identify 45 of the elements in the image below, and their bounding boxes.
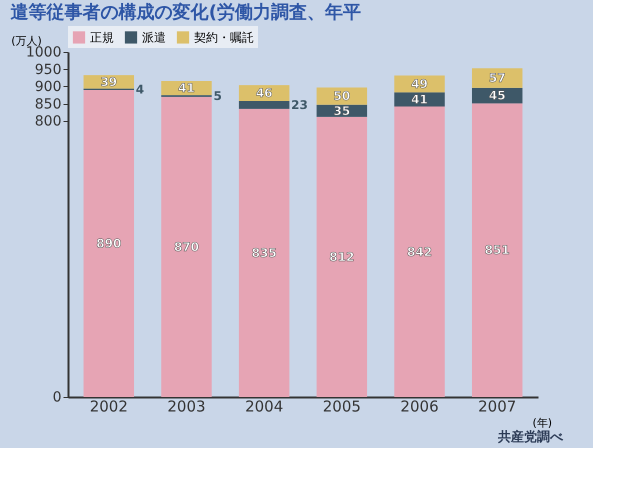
bar bbox=[238, 108, 290, 397]
bar bbox=[316, 116, 368, 397]
chart-title: 遣等従事者の構成の変化(労働力調査、年平 bbox=[10, 2, 361, 23]
y-tick-label: 1000 bbox=[26, 44, 62, 60]
x-tick-label: 2004 bbox=[245, 398, 284, 416]
x-axis-title: (年) bbox=[532, 416, 552, 430]
data-label: 45 bbox=[488, 88, 506, 103]
data-label: 5 bbox=[213, 88, 222, 103]
data-label: 41 bbox=[411, 92, 428, 106]
y-tick-label: 850 bbox=[34, 96, 62, 112]
data-label: 835 bbox=[252, 246, 277, 260]
data-label: 50 bbox=[333, 89, 350, 104]
x-tick-label: 2006 bbox=[400, 398, 439, 416]
bar bbox=[84, 90, 134, 397]
data-label: 812 bbox=[329, 250, 354, 264]
bar bbox=[394, 106, 445, 397]
y-tick-label: 900 bbox=[34, 79, 62, 95]
x-tick-label: 2007 bbox=[478, 398, 516, 416]
y-tick-label: 800 bbox=[34, 114, 62, 130]
data-label: 842 bbox=[407, 244, 432, 259]
y-axis-title: (万人) bbox=[11, 34, 42, 48]
data-label: 23 bbox=[291, 98, 308, 112]
y-tick-label: 0 bbox=[52, 390, 62, 406]
text: 共産党調べ bbox=[497, 429, 564, 445]
x-tick-label: 2002 bbox=[90, 398, 128, 416]
legend-label: 派遣 bbox=[142, 30, 166, 44]
data-label: 890 bbox=[96, 236, 122, 250]
data-label: 39 bbox=[100, 74, 118, 89]
legend-label: 正規 bbox=[90, 30, 114, 44]
bar bbox=[472, 68, 522, 88]
data-label: 4 bbox=[136, 82, 144, 96]
data-label: 49 bbox=[411, 76, 428, 91]
bar bbox=[238, 100, 290, 109]
bar bbox=[161, 96, 212, 397]
data-label: 57 bbox=[488, 71, 506, 86]
data-label: 870 bbox=[174, 240, 199, 254]
x-tick-label: 2003 bbox=[167, 398, 206, 416]
data-label: 35 bbox=[333, 104, 350, 118]
data-label: 851 bbox=[484, 243, 510, 258]
x-tick-label: 2005 bbox=[322, 398, 361, 416]
y-tick-label: 950 bbox=[34, 62, 62, 78]
legend-label: 契約・嘱託 bbox=[194, 30, 254, 44]
data-label: 41 bbox=[178, 81, 195, 96]
data-label: 46 bbox=[256, 86, 273, 100]
bar bbox=[472, 103, 522, 397]
